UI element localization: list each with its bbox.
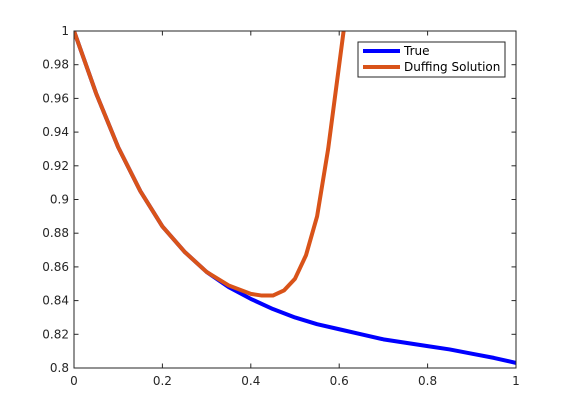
y-tick-label: 1 <box>61 24 69 38</box>
legend-box <box>357 41 506 78</box>
axes: 0 0.2 0.4 0.6 0.8 1 0.8 0.82 0.84 0.86 0.88 0.9 0.92… <box>42 24 520 388</box>
x-tick-label: 1 <box>512 374 520 388</box>
y-tick-label: 0.82 <box>42 327 69 341</box>
x-tick-label: 0.2 <box>153 374 172 388</box>
legend: True Duffing Solution <box>357 41 506 78</box>
series-layer <box>74 31 516 365</box>
y-tick-label: 0.98 <box>42 58 69 72</box>
y-tick-label: 0.88 <box>42 226 69 240</box>
x-tick-label: 0.4 <box>241 374 260 388</box>
x-tick-label: 0.8 <box>418 374 437 388</box>
y-tick-label: 0.9 <box>50 193 69 207</box>
y-tick-label: 0.8 <box>50 361 69 375</box>
legend-label: Duffing Solution <box>404 60 500 74</box>
series-line-duffing-solution <box>74 31 346 298</box>
series-line-true <box>74 31 516 365</box>
legend-label: True <box>403 44 430 58</box>
y-tick-label: 0.92 <box>42 159 69 173</box>
y-tick-label: 0.86 <box>42 260 69 274</box>
x-tick-label: 0.6 <box>330 374 349 388</box>
y-tick-label: 0.94 <box>42 125 69 139</box>
y-tick-label: 0.84 <box>42 294 69 308</box>
x-tick-label: 0 <box>70 374 78 388</box>
y-tick-label: 0.96 <box>42 91 69 105</box>
